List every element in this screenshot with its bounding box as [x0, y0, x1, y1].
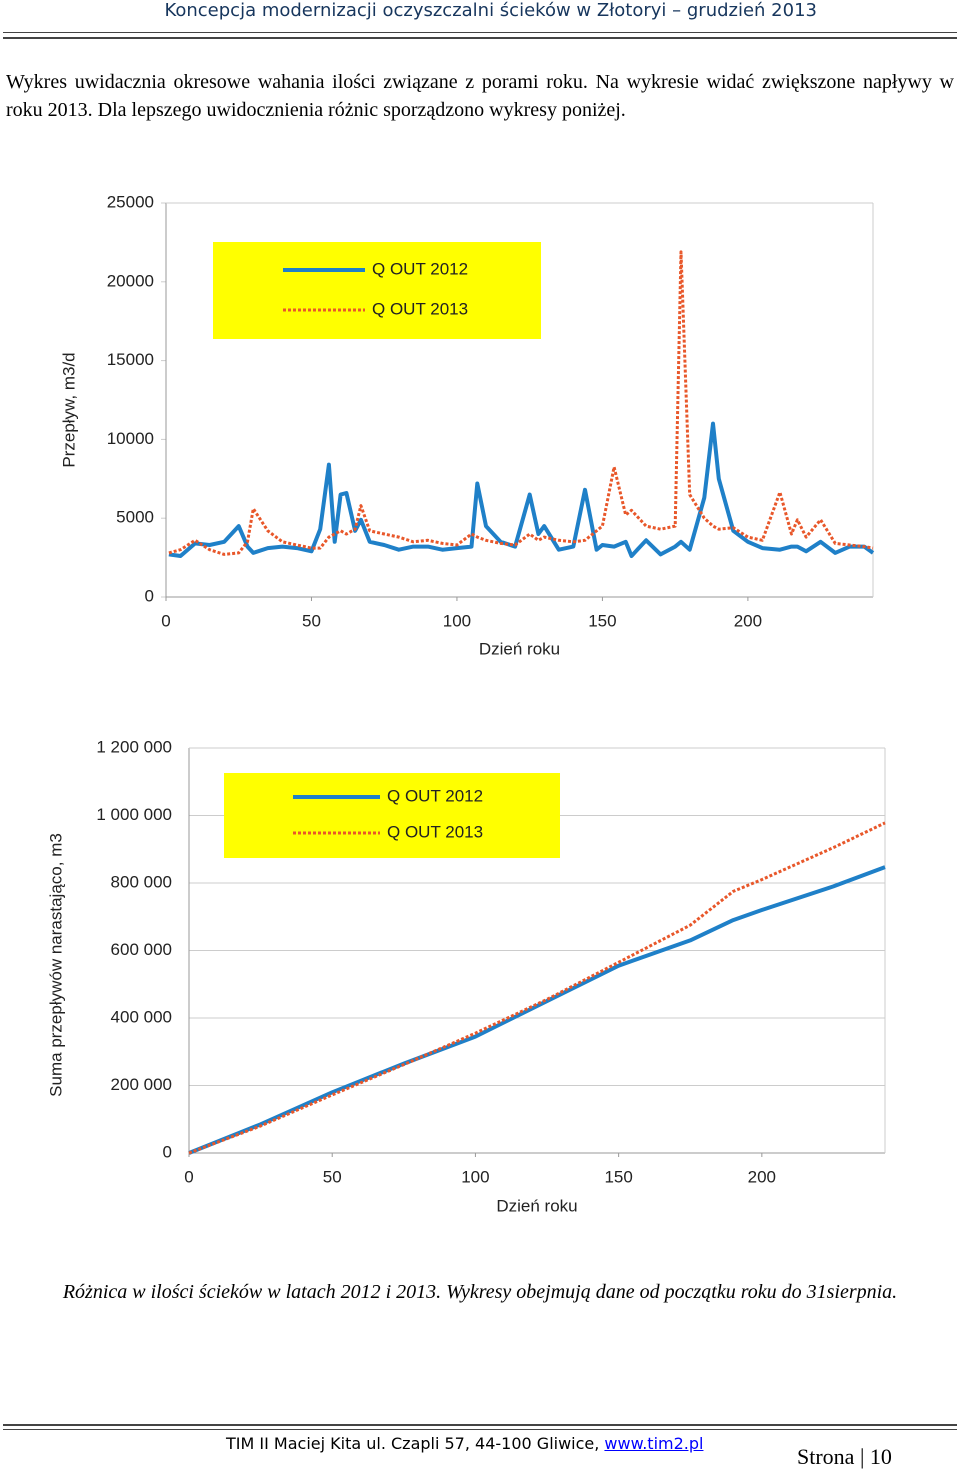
- y-tick-label: 15000: [107, 350, 154, 369]
- x-tick-label: 100: [443, 611, 471, 630]
- page-num: 10: [869, 1444, 892, 1469]
- x-tick-label: 50: [323, 1167, 342, 1186]
- y-tick-label: 800 000: [111, 872, 172, 891]
- page-number: Strona | 10: [797, 1444, 892, 1469]
- y-tick-label: 10000: [107, 429, 154, 448]
- footer-address: TIM II Maciej Kita ul. Czapli 57, 44-100…: [226, 1434, 605, 1453]
- x-axis-label: Dzień roku: [479, 639, 560, 658]
- y-tick-label: 20000: [107, 271, 154, 290]
- legend-label: Q OUT 2013: [387, 822, 483, 841]
- x-tick-label: 150: [588, 611, 616, 630]
- y-axis-label: Przepływ, m3/d: [59, 352, 78, 467]
- page-label: Strona: [797, 1444, 855, 1469]
- chart: 0 5000 10000 15000 20000 25000 0 50 100 150 200 Dzi…: [59, 192, 875, 658]
- header-rule: [3, 32, 957, 39]
- x-tick-label: 0: [184, 1167, 193, 1186]
- paragraph: Wykres uwidacznia okresowe wahania ilośc…: [6, 71, 954, 121]
- y-tick-label: 1 000 000: [96, 805, 172, 824]
- footer: TIM II Maciej Kita ul. Czapli 57, 44-100…: [226, 1434, 703, 1453]
- header-title: Koncepcja modernizacji oczyszczalni ście…: [164, 0, 817, 21]
- x-tick-label: 150: [604, 1167, 632, 1186]
- footer-link[interactable]: www.tim2.pl: [604, 1434, 704, 1453]
- header: Koncepcja modernizacji oczyszczalni ście…: [0, 0, 960, 21]
- y-tick-label: 200 000: [111, 1075, 172, 1094]
- y-tick-label: 5000: [116, 508, 154, 527]
- series-line: [188, 865, 886, 1155]
- y-axis-label: Suma przepływów narastająco, m3: [46, 833, 65, 1097]
- footer-rule: [3, 1424, 957, 1430]
- legend-label: Q OUT 2013: [372, 299, 468, 318]
- y-tick-label: 1 200 000: [96, 737, 172, 756]
- y-tick-label: 0: [163, 1142, 172, 1161]
- x-tick-label: 200: [734, 611, 762, 630]
- legend-label: Q OUT 2012: [387, 786, 483, 805]
- legend-box: [224, 773, 560, 858]
- series-line: [168, 421, 875, 558]
- series-line: [188, 821, 886, 1155]
- x-tick-label: 200: [748, 1167, 776, 1186]
- y-tick-label: 600 000: [111, 940, 172, 959]
- y-tick-label: 25000: [107, 192, 154, 211]
- x-tick-label: 50: [302, 611, 321, 630]
- legend-label: Q OUT 2012: [372, 259, 468, 278]
- chart: 0 200 000 400 000 600 000 800 000 1 000 000 1 …: [46, 737, 886, 1215]
- series-line: [168, 250, 874, 556]
- caption: Różnica w ilości ścieków w latach 2012 i…: [62, 1281, 898, 1303]
- y-tick-label: 400 000: [111, 1007, 172, 1026]
- x-tick-label: 0: [161, 611, 170, 630]
- x-axis-label: Dzień roku: [496, 1196, 577, 1215]
- x-tick-label: 100: [461, 1167, 489, 1186]
- y-tick-label: 0: [145, 586, 154, 605]
- legend-box: [213, 242, 541, 339]
